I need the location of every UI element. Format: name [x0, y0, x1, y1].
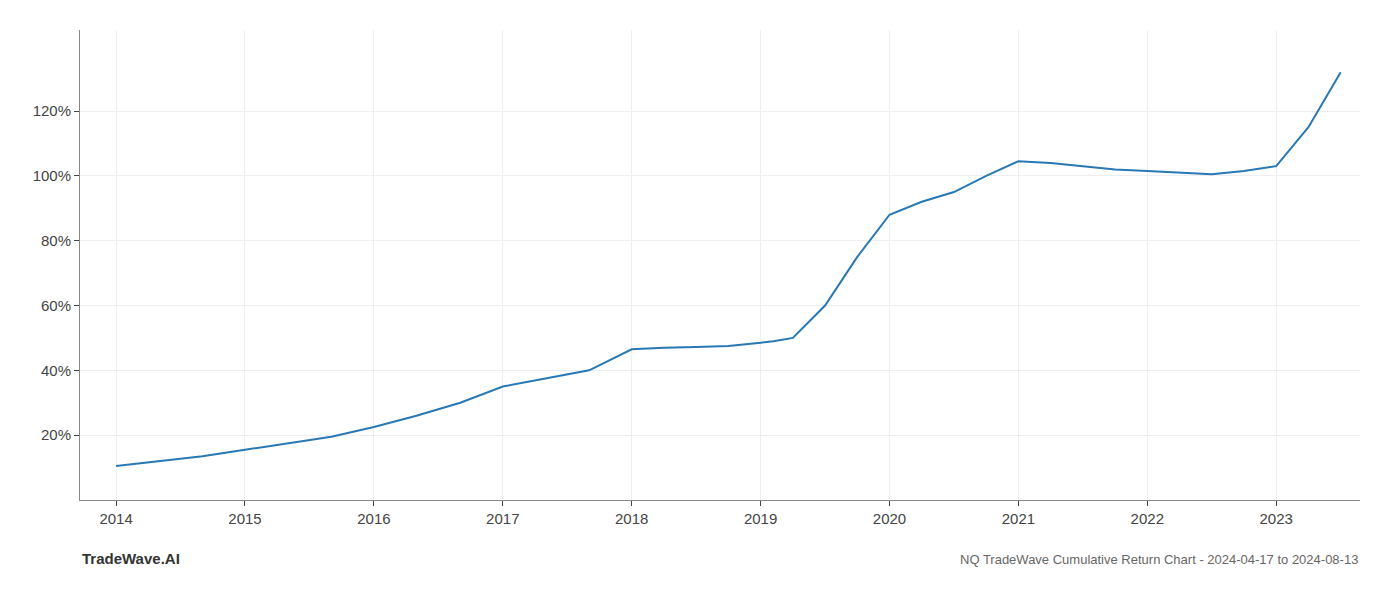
svg-text:TradeWave.AI: TradeWave.AI [82, 550, 180, 567]
svg-text:2020: 2020 [873, 510, 906, 527]
svg-text:120%: 120% [33, 102, 71, 119]
svg-text:2019: 2019 [744, 510, 777, 527]
svg-text:2022: 2022 [1131, 510, 1164, 527]
svg-text:NQ TradeWave Cumulative Return: NQ TradeWave Cumulative Return Chart - 2… [960, 552, 1358, 567]
svg-text:60%: 60% [41, 297, 71, 314]
svg-text:100%: 100% [33, 167, 71, 184]
svg-text:80%: 80% [41, 232, 71, 249]
svg-text:40%: 40% [41, 362, 71, 379]
svg-text:2016: 2016 [357, 510, 390, 527]
svg-text:2021: 2021 [1002, 510, 1035, 527]
svg-text:2014: 2014 [99, 510, 132, 527]
svg-text:2017: 2017 [486, 510, 519, 527]
svg-text:2023: 2023 [1260, 510, 1293, 527]
svg-text:20%: 20% [41, 426, 71, 443]
svg-text:2015: 2015 [228, 510, 261, 527]
svg-text:2018: 2018 [615, 510, 648, 527]
